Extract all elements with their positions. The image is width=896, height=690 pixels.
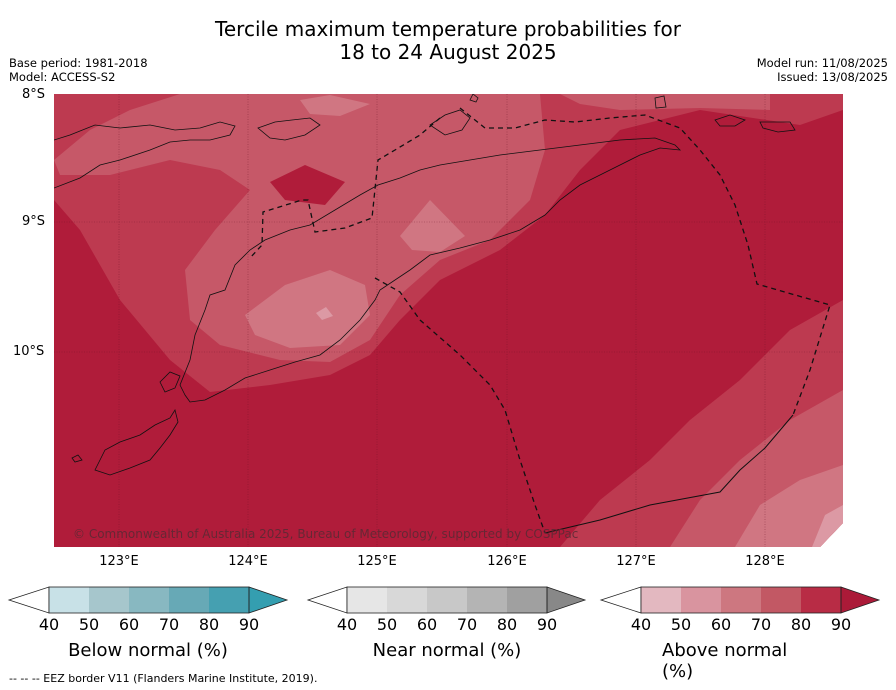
colorbar-swatch (721, 587, 761, 613)
lon-label: 128°E (745, 554, 785, 569)
colorbar-swatch (169, 587, 209, 613)
colorbar-tick: 60 (118, 615, 140, 634)
base-period: Base period: 1981-2018 (9, 56, 148, 70)
prob-region-50-60 (400, 200, 465, 252)
colorbar-swatch (89, 587, 129, 613)
colorbar-swatch (467, 587, 507, 613)
small-island (654, 95, 667, 109)
colorbar-swatch (507, 587, 547, 613)
colorbar-arrow (248, 586, 289, 614)
flores-coastline (54, 121, 236, 189)
colorbar-near (306, 586, 587, 614)
small-island (469, 94, 479, 103)
colorbar-tick: 50 (670, 615, 692, 634)
lon-label: 123°E (99, 554, 139, 569)
colorbar-tick: 70 (750, 615, 772, 634)
coastline-segment (544, 414, 794, 534)
small-island (714, 114, 746, 127)
colorbar-tick: 40 (38, 615, 60, 634)
title-line-2: 18 to 24 August 2025 (339, 40, 557, 64)
wetar-coastline (429, 109, 471, 136)
colorbar-swatch (347, 587, 387, 613)
colorbar-tick: 40 (630, 615, 652, 634)
prob-region-40-50 (316, 307, 333, 320)
colorbar-swatch (427, 587, 467, 613)
eez-footnote: -- -- -- EEZ border V11 (Flanders Marine… (9, 672, 318, 685)
lon-label: 127°E (616, 554, 656, 569)
colorbar-below (7, 586, 289, 614)
colorbar-tick: 90 (238, 615, 260, 634)
colorbar-swatch (801, 587, 841, 613)
lon-label: 124°E (228, 554, 268, 569)
issued-date: Issued: 13/08/2025 (777, 70, 888, 84)
model-run: Model run: 11/08/2025 (756, 56, 888, 70)
lon-label: 125°E (357, 554, 397, 569)
sabu-coastline (94, 408, 179, 476)
legend-above-label: Above normal (%) (662, 640, 788, 682)
prob-region-50-60 (245, 270, 370, 348)
colorbar-tick: 90 (830, 615, 852, 634)
prob-region-50-60 (300, 95, 370, 116)
legend-near-label: Near normal (%) (372, 640, 522, 661)
copyright-notice: © Commonwealth of Australia 2025, Bureau… (73, 527, 579, 541)
colorbar-tick: 90 (536, 615, 558, 634)
graticule (54, 94, 843, 547)
prob-region-50-60 (735, 465, 843, 547)
colorbar-swatch (49, 587, 89, 613)
colorbar-arrow (546, 586, 587, 614)
colorbar-tick: 50 (376, 615, 398, 634)
colorbar-arrow (840, 586, 881, 614)
colorbar-tick: 80 (496, 615, 518, 634)
small-island (759, 121, 796, 133)
colorbar-swatch (387, 587, 427, 613)
legend-below-label: Below normal (%) (68, 640, 228, 661)
eez-border (249, 107, 831, 534)
small-island (71, 454, 83, 463)
colorbar-swatch (129, 587, 169, 613)
colorbar-tick: 50 (78, 615, 100, 634)
lon-label: 126°E (487, 554, 527, 569)
colorbar-swatch (761, 587, 801, 613)
colorbar-swatch (209, 587, 249, 613)
alor-coastline (257, 117, 321, 141)
colorbar-tick: 60 (710, 615, 732, 634)
timor-coastline (179, 137, 682, 403)
colorbar-swatch (681, 587, 721, 613)
meta-left: Base period: 1981-2018 Model: ACCESS-S2 (9, 56, 148, 84)
model-name: Model: ACCESS-S2 (9, 70, 116, 84)
rote-coastline (159, 371, 181, 393)
colorbar-tick: 80 (790, 615, 812, 634)
map-title: Tercile maximum temperature probabilitie… (0, 18, 896, 64)
colorbar-tick: 80 (198, 615, 220, 634)
colorbar-tick: 70 (456, 615, 478, 634)
colorbar-above (599, 586, 881, 614)
lat-label: 10°S (13, 344, 45, 359)
lat-label: 8°S (22, 87, 46, 102)
lat-label: 9°S (22, 214, 46, 229)
coastlines (54, 94, 796, 476)
colorbar-tick: 70 (158, 615, 180, 634)
colorbar-swatch (641, 587, 681, 613)
title-line-1: Tercile maximum temperature probabilitie… (215, 17, 681, 41)
colorbar-tick: 60 (416, 615, 438, 634)
prob-region-80-90 (270, 165, 345, 205)
colorbar-tick: 40 (336, 615, 358, 634)
meta-right: Model run: 11/08/2025 Issued: 13/08/2025 (757, 56, 888, 84)
